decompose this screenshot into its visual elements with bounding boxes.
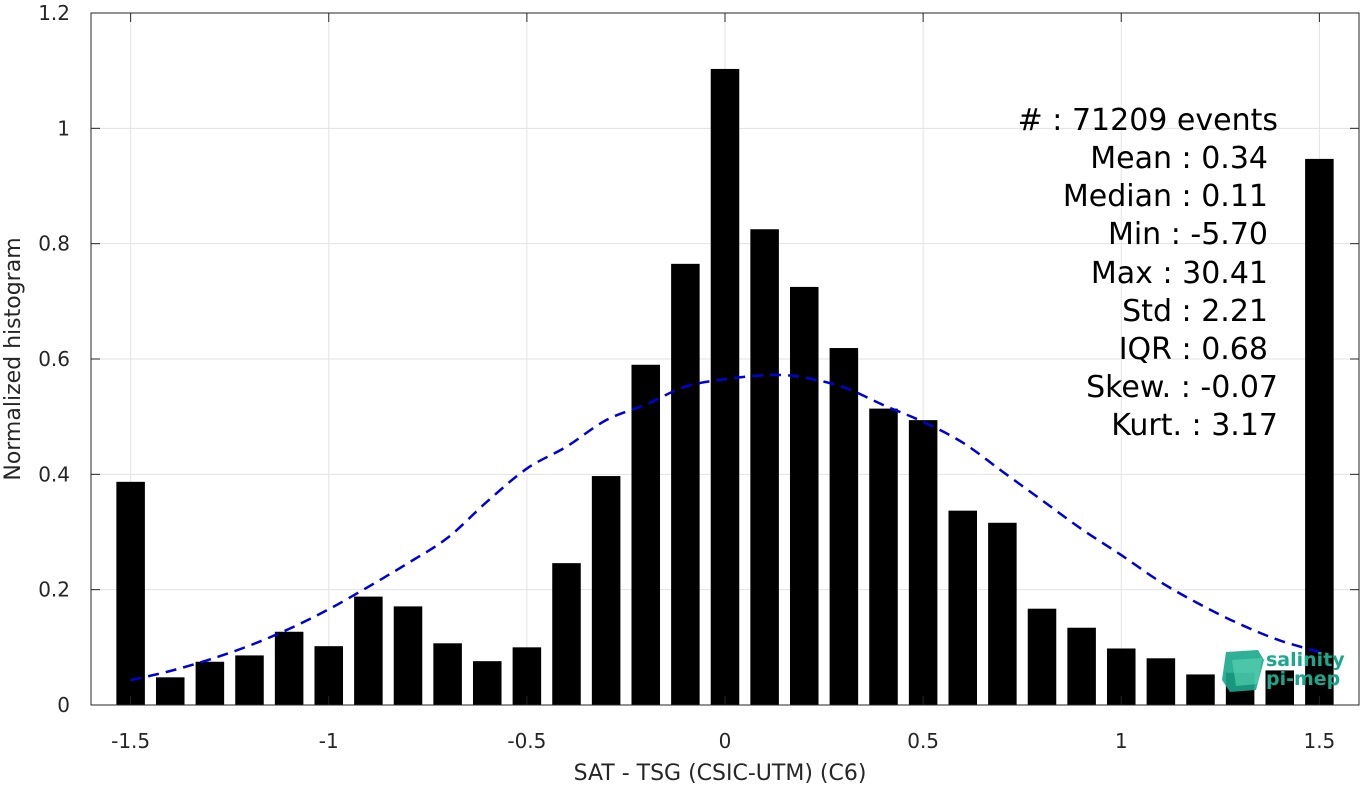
x-tick-label: 1	[1115, 729, 1128, 753]
x-tick-label: -1.5	[111, 729, 150, 753]
stat-events: # : 71209 events	[1018, 103, 1278, 138]
histogram-bar	[710, 68, 740, 706]
salinity-pi-mep-logo: salinity pi-mep	[1222, 649, 1345, 692]
axes-frame	[90, 12, 1360, 706]
histogram-bar	[314, 646, 344, 705]
histogram-bar	[631, 364, 661, 705]
stat-median: Median : 0.11	[1063, 179, 1268, 214]
x-tick-label: -1	[319, 729, 339, 753]
histogram-bar	[1106, 648, 1136, 705]
histogram-bar	[235, 655, 264, 705]
logo-line2: pi-mep	[1266, 668, 1340, 690]
histogram-bar	[354, 596, 383, 705]
histogram-bars	[116, 68, 1334, 706]
histogram-bar	[948, 510, 978, 705]
histogram-bar	[274, 631, 304, 705]
histogram-bar	[908, 420, 938, 705]
x-tick-label: -0.5	[507, 729, 546, 753]
y-axis-label: Normalized histogram	[1, 237, 26, 480]
logo-line1: salinity	[1266, 649, 1345, 671]
stat-iqr: IQR : 0.68	[1119, 332, 1268, 367]
x-axis-label: SAT - TSG (CSIC-UTM) (C6)	[574, 761, 867, 785]
histogram-bar	[116, 481, 145, 705]
histogram-bar	[829, 348, 859, 705]
y-tick-label: 0.2	[38, 578, 70, 602]
y-tick-label: 0.4	[38, 462, 70, 486]
x-tick-label: 0	[719, 729, 732, 753]
y-tick-label: 0.6	[38, 347, 70, 371]
normal-fit-curve	[130, 373, 1320, 682]
histogram-bar	[1305, 158, 1334, 705]
histogram-bar	[1265, 670, 1295, 705]
x-tick-label: 0.5	[907, 729, 939, 753]
y-tick-label: 1	[57, 116, 70, 140]
stat-mean: Mean : 0.34	[1090, 141, 1268, 176]
y-tick-label: 0.8	[38, 232, 70, 256]
logo-mark-highlight-icon	[1232, 658, 1262, 686]
histogram-bar	[1027, 608, 1057, 705]
x-tick-label: 1.5	[1303, 729, 1335, 753]
histogram-bar	[671, 263, 700, 705]
histogram-bar	[512, 647, 542, 705]
histogram-bar	[1186, 674, 1215, 705]
stat-max: Max : 30.41	[1091, 256, 1268, 291]
histogram-bar	[591, 476, 621, 705]
stat-std: Std : 2.21	[1122, 294, 1268, 329]
x-tick-labels: -1.5 -1 -0.5 0 0.5 1 1.5	[111, 729, 1335, 753]
stat-kurt: Kurt. : 3.17	[1111, 408, 1278, 443]
histogram-bar	[1146, 658, 1176, 705]
histogram-bar	[1067, 627, 1096, 705]
stat-min: Min : -5.70	[1108, 217, 1268, 252]
histogram-bar	[155, 677, 185, 705]
histogram-bar	[869, 408, 898, 705]
statistics-box: # : 71209 events Mean : 0.34 Median : 0.…	[1018, 103, 1278, 443]
stat-skew: Skew. : -0.07	[1086, 370, 1278, 405]
histogram-bar	[472, 661, 502, 705]
histogram-bar	[393, 606, 423, 705]
histogram-bar	[195, 661, 225, 705]
histogram-bar	[789, 286, 819, 705]
y-tick-label: 0	[57, 693, 70, 717]
histogram-bar	[433, 643, 462, 705]
histogram-bar	[988, 522, 1017, 705]
histogram-bar	[750, 229, 779, 705]
y-tick-labels: 0 0.2 0.4 0.6 0.8 1 1.2	[38, 1, 70, 717]
y-tick-label: 1.2	[38, 1, 70, 25]
histogram-bar	[552, 563, 581, 705]
